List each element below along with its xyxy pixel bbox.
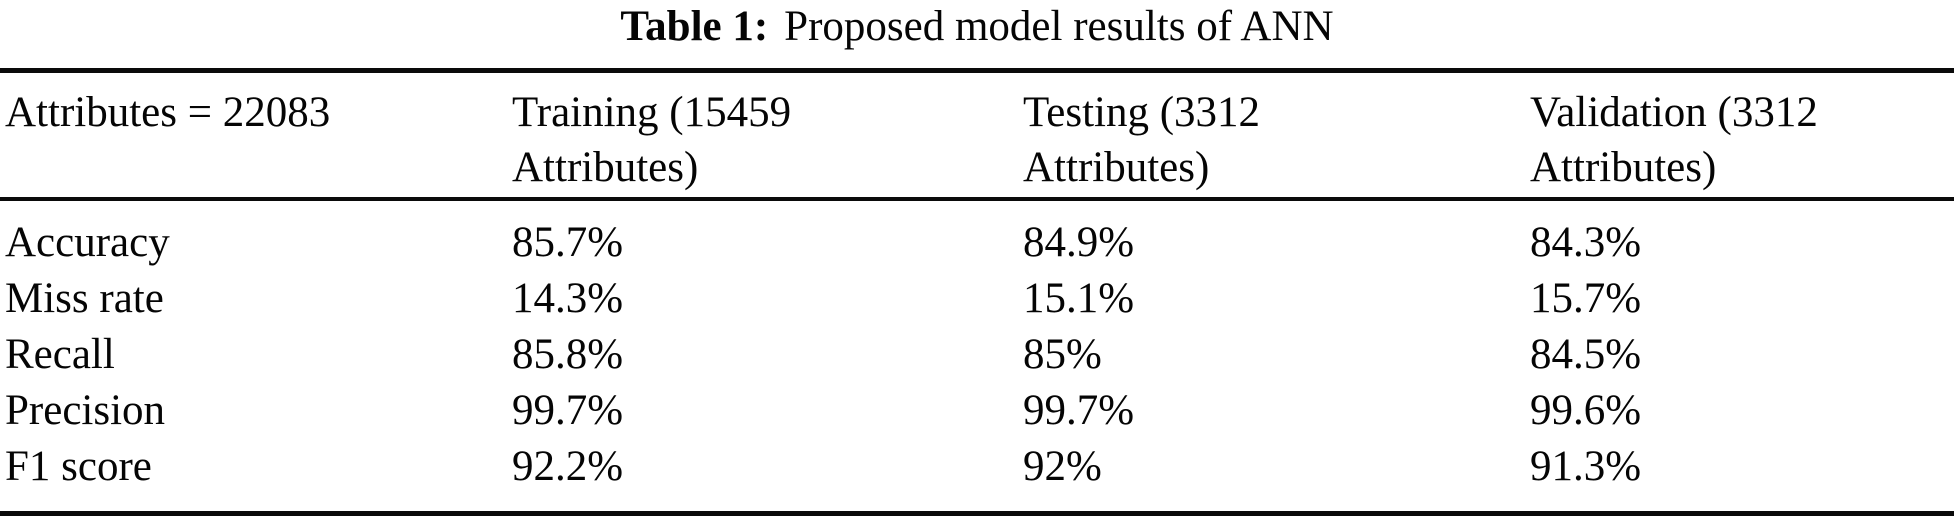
metric-cell: Precision [5, 387, 166, 434]
value-cell: 84.3% [1530, 219, 1642, 266]
value-cell: 99.7% [512, 387, 624, 434]
value-cell: 84.9% [1023, 219, 1135, 266]
value-cell: 84.5% [1530, 331, 1642, 378]
header-row: Attributes = 22083 Training (15459 Attri… [0, 71, 1954, 199]
table-caption: Table 1: Proposed model results of ANN [0, 2, 1954, 52]
value-cell: 85.7% [512, 219, 624, 266]
column-header-training: Training (15459 Attributes) [512, 89, 792, 191]
caption-text: Proposed model results of ANN [784, 3, 1334, 50]
table-row-miss-rate: Miss rate 14.3% 15.1% 15.7% [0, 271, 1954, 327]
metric-cell: F1 score [5, 443, 152, 490]
value-cell: 92.2% [512, 443, 624, 490]
table-row-recall: Recall 85.8% 85% 84.5% [0, 327, 1954, 383]
table-row-accuracy: Accuracy 85.7% 84.9% 84.3% [0, 199, 1954, 271]
value-cell: 92% [1023, 443, 1102, 490]
metric-cell: Miss rate [5, 275, 164, 322]
column-header-testing: Testing (3312 Attributes) [1023, 89, 1261, 191]
value-cell: 15.7% [1530, 275, 1642, 322]
value-cell: 99.7% [1023, 387, 1135, 434]
caption-label: Table 1: [620, 3, 769, 50]
column-header-validation: Validation (3312 Attributes) [1530, 89, 1818, 191]
results-table: Attributes = 22083 Training (15459 Attri… [0, 68, 1954, 516]
value-cell: 91.3% [1530, 443, 1642, 490]
value-cell: 85.8% [512, 331, 624, 378]
metric-cell: Recall [5, 331, 115, 378]
metric-cell: Accuracy [5, 219, 170, 266]
value-cell: 15.1% [1023, 275, 1135, 322]
value-cell: 99.6% [1530, 387, 1642, 434]
value-cell: 14.3% [512, 275, 624, 322]
value-cell: 85% [1023, 331, 1102, 378]
table-row-precision: Precision 99.7% 99.7% 99.6% [0, 383, 1954, 439]
table-row-f1-score: F1 score 92.2% 92% 91.3% [0, 439, 1954, 514]
column-header-attributes: Attributes = 22083 [5, 89, 331, 136]
